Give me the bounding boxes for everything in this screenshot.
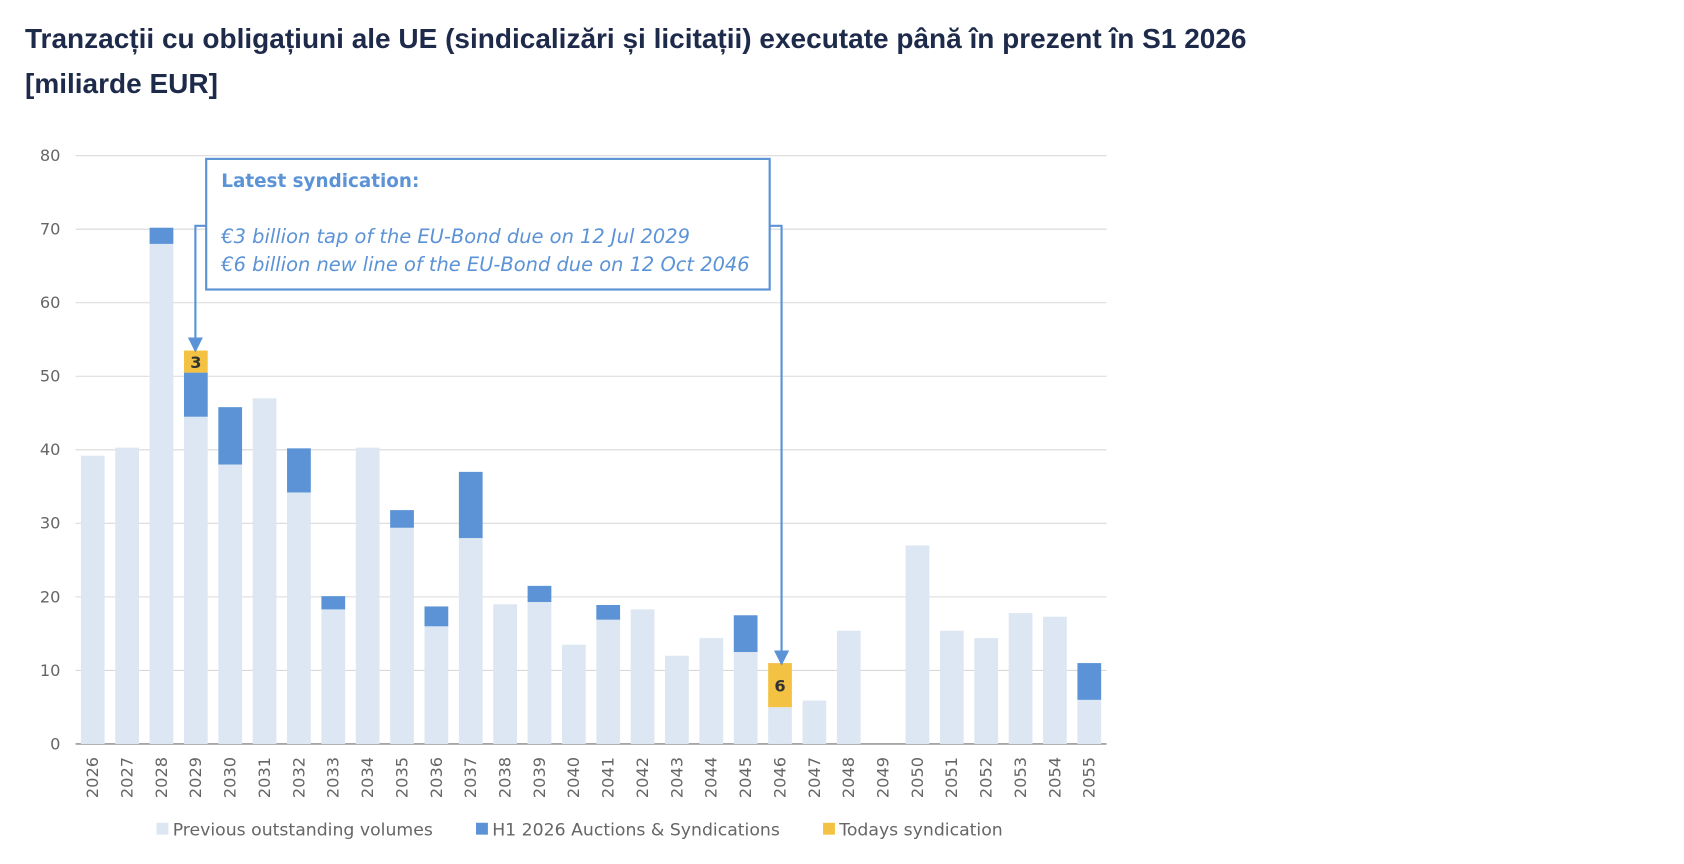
data-label: 3 [190,353,201,372]
y-tick-label: 10 [40,661,61,680]
x-tick-label: 2028 [152,757,171,798]
x-tick-label: 2039 [530,757,549,798]
x-tick-label: 2054 [1045,757,1064,798]
bar-segment [115,447,139,744]
x-tick-label: 2048 [839,757,858,798]
bar-segment [287,492,311,744]
x-tick-label: 2049 [874,757,893,798]
y-tick-label: 20 [40,587,61,606]
bar-segment [458,538,483,744]
annotation-line: €3 billion tap of the EU-Bond due on 12 … [220,225,690,248]
bar-segment [493,604,517,744]
bar-segment [733,615,758,653]
x-tick-label: 2031 [255,757,274,798]
legend-label: Todays syndication [838,821,1002,841]
y-tick-label: 40 [40,440,61,459]
bar-segment [768,707,792,744]
y-tick-label: 0 [50,734,60,753]
x-tick-label: 2032 [289,757,308,798]
bar-segment [1077,663,1102,700]
bar-segment [321,609,346,744]
legend-swatch [156,822,169,835]
bar-segment [218,464,243,744]
x-tick-label: 2051 [942,757,961,798]
y-tick-label: 80 [40,146,61,165]
bar-segment [527,585,552,603]
bar-segment [424,626,449,744]
bar-segment [561,644,586,744]
bar-segment [424,606,449,627]
x-tick-label: 2055 [1080,757,1099,798]
bar-segment [183,416,208,744]
bar-segment [939,630,964,744]
x-tick-label: 2052 [977,757,996,798]
bar-segment [768,663,792,708]
bar-segment [183,372,208,417]
bar-segment [836,630,861,744]
bar-segment [458,471,483,539]
x-tick-label: 2041 [599,757,618,798]
bar-segment [252,398,277,744]
x-tick-label: 2046 [770,757,789,798]
x-tick-label: 2038 [496,757,515,798]
x-tick-label: 2044 [702,757,721,798]
bar-segment [733,652,758,744]
x-tick-label: 2042 [633,757,652,798]
chart-title: Tranzacții cu obligațiuni ale UE (sindic… [25,23,1247,99]
bar-segment [218,407,243,465]
x-tick-label: 2033 [324,757,343,798]
data-label: 6 [774,677,785,696]
bar-segment [527,602,552,744]
bar-segment [596,604,621,620]
bar-segment [149,227,174,244]
annotation-box [205,157,771,291]
arrow [187,224,207,353]
legend-label: Previous outstanding volumes [173,821,433,841]
bar-segment [596,619,621,744]
bar-segment [355,447,380,744]
y-tick-label: 50 [40,367,61,386]
x-tick-label: 2029 [186,757,205,798]
bar-segment [699,638,724,744]
bar-segment [1008,613,1033,744]
bar-segment [321,596,346,610]
x-tick-label: 2040 [564,757,583,798]
x-tick-label: 2043 [667,757,686,798]
bar-segment [390,527,414,744]
bar-segment [630,609,655,744]
annotation-title: Latest syndication: [221,171,419,192]
bar-segment [149,243,174,744]
x-tick-label: 2036 [427,757,446,798]
x-tick-label: 2050 [908,757,927,798]
legend-swatch [476,822,488,835]
bar-segment [183,350,208,373]
bar-segment [80,455,105,744]
arrow [769,224,790,666]
bar-segment [287,448,311,493]
y-tick-label: 30 [40,514,61,533]
bar-segment [974,638,999,744]
bar-segment [802,700,827,744]
x-tick-label: 2047 [805,757,824,798]
x-tick-label: 2037 [461,757,480,798]
bar-segment [1077,699,1102,744]
x-tick-label: 2035 [392,757,411,798]
x-tick-label: 2026 [83,757,102,798]
legend-label: H1 2026 Auctions & Syndications [492,821,780,841]
x-tick-label: 2053 [1011,757,1030,798]
legend-swatch [823,822,835,835]
x-tick-label: 2045 [736,757,755,798]
bar-segment [905,545,930,744]
bar-segment [390,510,414,528]
x-tick-label: 2030 [221,757,240,798]
y-tick-label: 70 [40,220,61,239]
annotation-line: €6 billion new line of the EU-Bond due o… [220,253,749,276]
y-tick-label: 60 [40,293,61,312]
x-tick-label: 2027 [118,757,137,798]
bar-segment [1043,616,1067,744]
bar-segment [665,655,689,744]
x-tick-label: 2034 [358,757,377,798]
